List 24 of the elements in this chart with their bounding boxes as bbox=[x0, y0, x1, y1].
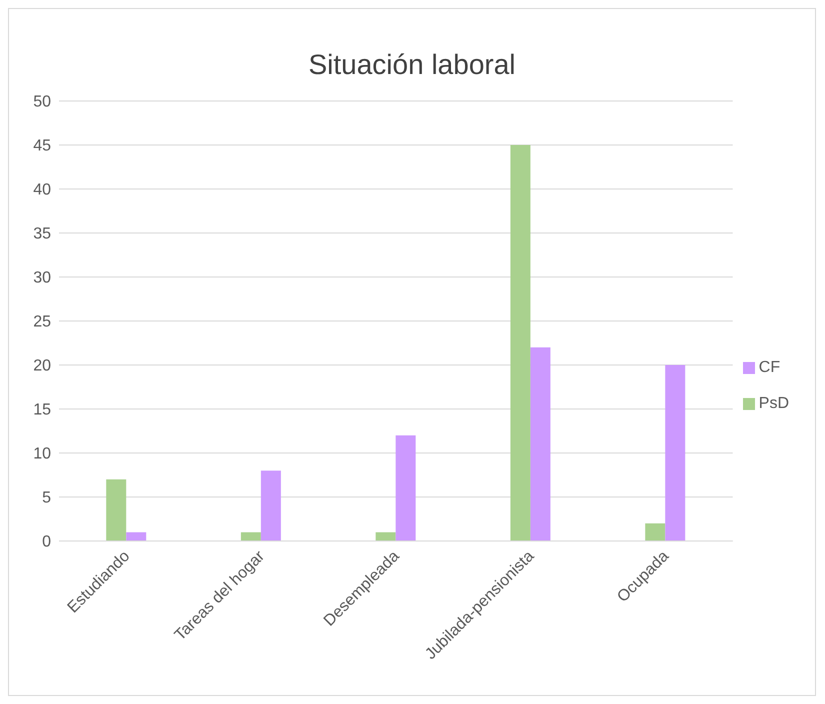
bar bbox=[530, 347, 550, 541]
bar bbox=[106, 479, 126, 541]
y-tick-label: 50 bbox=[33, 94, 52, 111]
chart-title: Situación laboral bbox=[307, 49, 517, 81]
bar bbox=[645, 523, 666, 541]
y-tick-label: 10 bbox=[33, 446, 52, 463]
y-tick-label: 20 bbox=[33, 358, 52, 375]
bar bbox=[510, 145, 530, 541]
bar bbox=[260, 470, 281, 541]
y-tick-label: 25 bbox=[33, 314, 52, 331]
legend-label: CF bbox=[758, 359, 780, 376]
legend-label: PsD bbox=[758, 395, 789, 412]
y-tick-label: 40 bbox=[33, 182, 52, 199]
bar bbox=[126, 532, 146, 541]
y-tick-label: 45 bbox=[33, 138, 52, 155]
y-tick-label: 35 bbox=[33, 226, 52, 243]
bar bbox=[665, 365, 686, 541]
y-tick-label: 0 bbox=[42, 534, 52, 551]
bar bbox=[396, 435, 416, 541]
y-tick-label: 5 bbox=[42, 490, 52, 507]
y-tick-label: 15 bbox=[33, 402, 52, 419]
y-tick-label: 30 bbox=[33, 270, 52, 287]
bar bbox=[240, 532, 261, 541]
bar bbox=[376, 532, 396, 541]
